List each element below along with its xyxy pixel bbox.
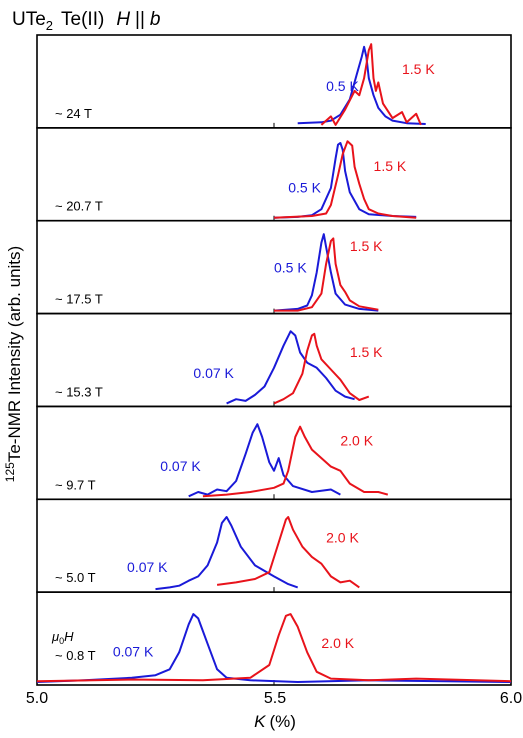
series-line	[36, 613, 512, 683]
x-tick-label: 6.0	[500, 690, 522, 707]
title-compound-sub: 2	[46, 18, 53, 33]
series-label: 2.0 K	[340, 432, 373, 448]
field-label: ~ 20.7 T	[55, 199, 103, 214]
series-line	[216, 516, 360, 589]
series-label: 2.0 K	[326, 529, 359, 545]
mu0h-sub: 0	[59, 636, 64, 646]
series-line	[274, 237, 379, 312]
series-label: 0.5 K	[326, 78, 359, 94]
series-label: 1.5 K	[350, 344, 383, 360]
series-label: 0.07 K	[160, 458, 201, 474]
title-field-H: H	[116, 9, 130, 30]
series-line	[188, 423, 341, 498]
mu0h-label: μ0H	[51, 629, 74, 646]
field-label: ~ 0.8 T	[55, 648, 96, 663]
field-label: ~ 5.0 T	[55, 570, 96, 585]
series-label: 0.5 K	[288, 179, 321, 195]
x-tick-label: 5.5	[264, 690, 286, 707]
field-label: ~ 24 T	[55, 106, 92, 121]
mu0h-mu: μ	[51, 629, 59, 644]
panel-frame	[36, 312, 512, 408]
panel-frame	[36, 127, 512, 222]
chart-title: UTe2 Te(II) H || b	[12, 9, 161, 33]
series-label: 2.0 K	[321, 635, 354, 651]
field-label: ~ 15.3 T	[55, 384, 103, 399]
panel-frame	[36, 591, 512, 686]
series-label: 1.5 K	[350, 238, 383, 254]
x-tick-label: 5.0	[26, 690, 48, 707]
series-label: 0.07 K	[113, 644, 154, 660]
panel-frame	[36, 405, 512, 501]
y-axis-label: 125Te-NMR Intensity (arb. units)	[3, 246, 24, 482]
field-label: ~ 17.5 T	[55, 292, 103, 307]
series-label: 1.5 K	[374, 158, 407, 174]
series-line	[273, 142, 417, 219]
x-axis-label: K (%)	[254, 712, 296, 731]
series-line	[320, 43, 422, 126]
series-label: 0.07 K	[193, 365, 234, 381]
title-compound: UTe	[12, 9, 46, 30]
series-line	[273, 332, 370, 405]
title-field-axis: b	[150, 9, 161, 30]
x-axis-label-k: K	[254, 712, 266, 731]
field-label: ~ 9.7 T	[55, 477, 96, 492]
series-line	[226, 330, 355, 405]
series-line	[273, 233, 379, 312]
panel-frame	[36, 34, 512, 129]
series-line	[297, 45, 426, 125]
y-axis-label-text: Te-NMR Intensity (arb. units)	[5, 246, 24, 462]
y-axis-label-sup: 125	[3, 462, 17, 482]
series-label: 1.5 K	[402, 61, 435, 77]
series-line	[202, 425, 389, 498]
title-field-sep: ||	[135, 9, 145, 30]
mu0h-H: H	[64, 629, 74, 644]
series-label: 0.07 K	[127, 559, 168, 575]
panel-frame	[36, 498, 512, 593]
series-line	[36, 613, 512, 683]
title-site: Te(II)	[61, 9, 104, 30]
x-axis-label-unit: (%)	[269, 712, 295, 731]
series-line	[273, 140, 417, 219]
series-label: 0.5 K	[274, 259, 307, 275]
panels-group: ~ 24 T 0.5 K 1.5 K ~ 20.7 T 0.5 K 1.5 K ~ 17.5…	[36, 34, 512, 686]
